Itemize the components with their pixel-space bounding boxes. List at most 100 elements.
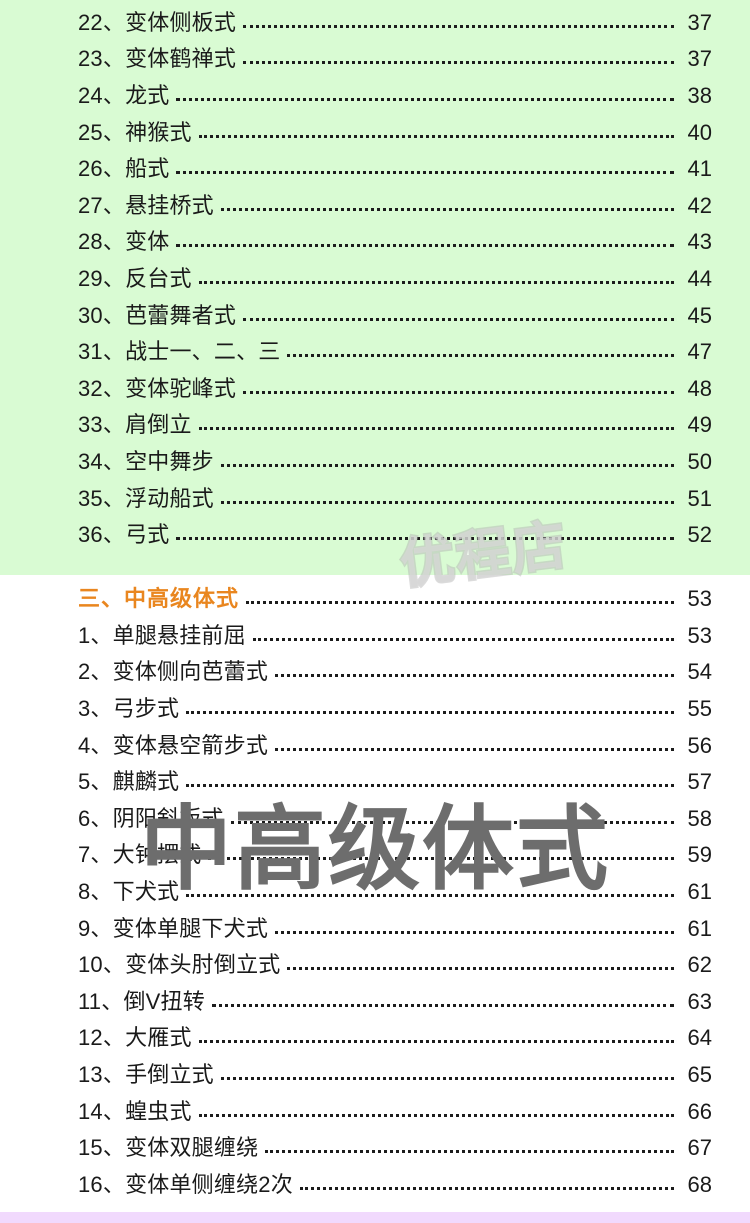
toc-entry-label: 28、变体 bbox=[78, 229, 170, 255]
toc-entry-row[interactable]: 32、变体驼峰式 48 bbox=[0, 371, 750, 408]
toc-dot-leader bbox=[198, 415, 674, 435]
toc-section-heading-row[interactable]: 三、中高级体式 53 bbox=[0, 581, 750, 618]
toc-entry-label: 30、芭蕾舞者式 bbox=[78, 302, 237, 328]
toc-page-number: 67 bbox=[687, 1135, 712, 1161]
upper-green-background-band bbox=[0, 0, 750, 575]
toc-entry-row[interactable]: 27、悬挂桥式 42 bbox=[0, 188, 750, 225]
toc-entry-row[interactable]: 4、变体悬空箭步式 56 bbox=[0, 727, 750, 764]
toc-page-number: 41 bbox=[687, 156, 712, 182]
toc-entry-row[interactable]: 11、倒V扭转 63 bbox=[0, 984, 750, 1021]
toc-dot-leader bbox=[275, 919, 674, 939]
toc-entry-label: 12、大雁式 bbox=[78, 1025, 192, 1051]
toc-page-number: 66 bbox=[687, 1098, 712, 1124]
toc-entry-row[interactable]: 9、变体单腿下犬式 61 bbox=[0, 910, 750, 947]
toc-entry-row[interactable]: 26、船式 41 bbox=[0, 151, 750, 188]
toc-list-lower: 三、中高级体式 53 1、单腿悬挂前屈 53 2、变体侧向芭蕾式 54 3、弓步式 55 4、变… bbox=[0, 581, 750, 1203]
toc-entry-label: 2、变体侧向芭蕾式 bbox=[78, 659, 269, 685]
toc-entry-label: 4、变体悬空箭步式 bbox=[78, 732, 269, 758]
toc-dot-leader bbox=[220, 452, 674, 472]
toc-entry-label: 33、肩倒立 bbox=[78, 412, 192, 438]
toc-dot-leader bbox=[211, 992, 674, 1012]
toc-page-number: 53 bbox=[687, 622, 712, 648]
toc-dot-leader bbox=[198, 1102, 674, 1122]
toc-entry-label: 13、手倒立式 bbox=[78, 1062, 214, 1088]
toc-dot-leader bbox=[176, 232, 674, 252]
toc-entry-row[interactable]: 7、大钟摆式 59 bbox=[0, 837, 750, 874]
toc-entry-row[interactable]: 8、下犬式 61 bbox=[0, 874, 750, 911]
toc-entry-label: 36、弓式 bbox=[78, 522, 170, 548]
toc-entry-label: 6、阴阳斜板式 bbox=[78, 805, 224, 831]
toc-entry-row[interactable]: 23、变体鹤禅式 37 bbox=[0, 41, 750, 78]
toc-entry-row[interactable]: 28、变体 43 bbox=[0, 224, 750, 261]
toc-entry-row[interactable]: 10、变体头肘倒立式 62 bbox=[0, 947, 750, 984]
toc-entry-row[interactable]: 2、变体侧向芭蕾式 54 bbox=[0, 654, 750, 691]
toc-page-number: 64 bbox=[687, 1025, 712, 1051]
toc-dot-leader bbox=[198, 1028, 674, 1048]
toc-page-number: 44 bbox=[687, 266, 712, 292]
toc-dot-leader bbox=[243, 306, 674, 326]
toc-entry-row[interactable]: 22、变体侧板式 37 bbox=[0, 5, 750, 42]
toc-entry-row[interactable]: 3、弓步式 55 bbox=[0, 691, 750, 728]
toc-entry-label: 25、神猴式 bbox=[78, 119, 192, 145]
toc-section-heading-label: 三、中高级体式 bbox=[78, 586, 240, 612]
toc-page-number: 37 bbox=[687, 46, 712, 72]
toc-entry-row[interactable]: 24、龙式 38 bbox=[0, 78, 750, 115]
toc-page-number: 62 bbox=[687, 952, 712, 978]
toc-entry-label: 22、变体侧板式 bbox=[78, 9, 237, 35]
toc-entry-label: 29、反台式 bbox=[78, 266, 192, 292]
toc-entry-row[interactable]: 31、战士一、二、三 47 bbox=[0, 334, 750, 371]
toc-dot-leader bbox=[243, 49, 674, 69]
toc-page-number: 68 bbox=[687, 1171, 712, 1197]
toc-dot-leader bbox=[198, 269, 674, 289]
toc-page-number: 57 bbox=[687, 769, 712, 795]
lower-white-background-band bbox=[0, 575, 750, 1212]
toc-dot-leader bbox=[252, 626, 674, 646]
toc-entry-row[interactable]: 30、芭蕾舞者式 45 bbox=[0, 297, 750, 334]
toc-entry-label: 31、战士一、二、三 bbox=[78, 339, 281, 365]
toc-entry-label: 27、悬挂桥式 bbox=[78, 192, 214, 218]
toc-dot-leader bbox=[220, 1065, 674, 1085]
toc-page-number: 49 bbox=[687, 412, 712, 438]
toc-entry-label: 1、单腿悬挂前屈 bbox=[78, 622, 246, 648]
toc-dot-leader bbox=[176, 159, 674, 179]
toc-page-number: 59 bbox=[687, 842, 712, 868]
toc-entry-row[interactable]: 13、手倒立式 65 bbox=[0, 1057, 750, 1094]
toc-entry-label: 10、变体头肘倒立式 bbox=[78, 952, 281, 978]
toc-dot-leader bbox=[243, 379, 674, 399]
toc-entry-label: 16、变体单侧缠绕2次 bbox=[78, 1171, 293, 1197]
toc-page-number: 52 bbox=[687, 522, 712, 548]
toc-entry-row[interactable]: 14、蝗虫式 66 bbox=[0, 1093, 750, 1130]
toc-entry-label: 5、麒麟式 bbox=[78, 769, 180, 795]
toc-entry-row[interactable]: 12、大雁式 64 bbox=[0, 1020, 750, 1057]
toc-entry-label: 11、倒V扭转 bbox=[78, 988, 205, 1014]
toc-dot-leader bbox=[186, 699, 674, 719]
toc-entry-row[interactable]: 35、浮动船式 51 bbox=[0, 480, 750, 517]
toc-entry-label: 9、变体单腿下犬式 bbox=[78, 915, 269, 941]
toc-dot-leader bbox=[186, 882, 674, 902]
toc-page-number: 54 bbox=[687, 659, 712, 685]
toc-page-number: 40 bbox=[687, 119, 712, 145]
toc-page-number: 50 bbox=[687, 449, 712, 475]
toc-entry-row[interactable]: 16、变体单侧缠绕2次 68 bbox=[0, 1167, 750, 1204]
toc-entry-label: 15、变体双腿缠绕 bbox=[78, 1135, 259, 1161]
toc-entry-row[interactable]: 29、反台式 44 bbox=[0, 261, 750, 298]
toc-entry-row[interactable]: 5、麒麟式 57 bbox=[0, 764, 750, 801]
toc-page-number: 53 bbox=[687, 586, 712, 612]
toc-dot-leader bbox=[299, 1175, 674, 1195]
toc-dot-leader bbox=[265, 1138, 674, 1158]
toc-page-number: 48 bbox=[687, 375, 712, 401]
toc-dot-leader bbox=[275, 736, 674, 756]
toc-dot-leader bbox=[275, 662, 674, 682]
toc-entry-row[interactable]: 15、变体双腿缠绕 67 bbox=[0, 1130, 750, 1167]
toc-entry-label: 8、下犬式 bbox=[78, 879, 180, 905]
toc-entry-row[interactable]: 6、阴阳斜板式 58 bbox=[0, 801, 750, 838]
toc-entry-row[interactable]: 34、空中舞步 50 bbox=[0, 444, 750, 481]
toc-dot-leader bbox=[230, 809, 674, 829]
toc-entry-row[interactable]: 25、神猴式 40 bbox=[0, 114, 750, 151]
toc-dot-leader bbox=[220, 196, 674, 216]
toc-entry-row[interactable]: 1、单腿悬挂前屈 53 bbox=[0, 618, 750, 655]
toc-entry-row[interactable]: 36、弓式 52 bbox=[0, 517, 750, 554]
toc-entry-row[interactable]: 33、肩倒立 49 bbox=[0, 407, 750, 444]
toc-entry-label: 32、变体驼峰式 bbox=[78, 375, 237, 401]
